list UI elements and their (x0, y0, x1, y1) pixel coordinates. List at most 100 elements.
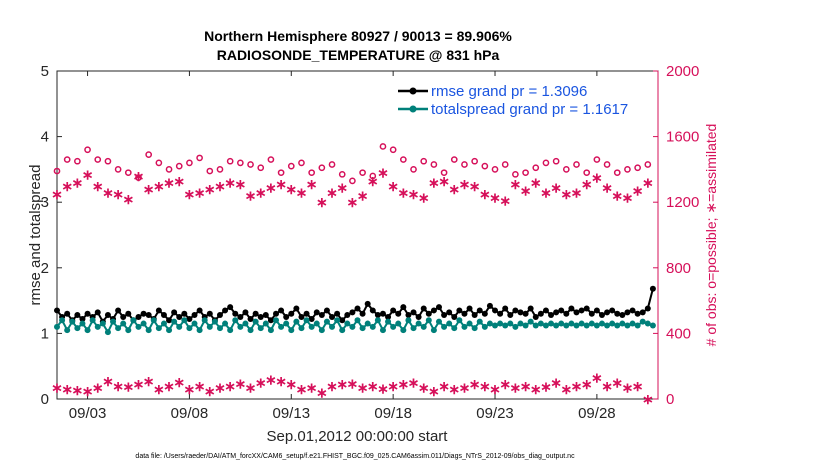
spread-point (79, 320, 86, 327)
rmse-point (278, 307, 285, 314)
spread-point (410, 325, 417, 332)
obs-possible-marker (114, 166, 122, 173)
rmse-point (94, 309, 101, 316)
rmse-point (385, 314, 392, 320)
spread-point (420, 323, 427, 330)
right-tick-label: 1200 (666, 194, 699, 211)
rmse-point (186, 315, 193, 322)
obs-possible-marker (624, 166, 631, 173)
legend-spread-marker (409, 105, 417, 113)
spread-point (573, 322, 580, 329)
rmse-point (644, 305, 651, 312)
obs-possible-marker (603, 161, 611, 168)
obs-assimilated-bottom-marker: ∗ (591, 370, 603, 386)
rmse-point (283, 314, 290, 320)
obs-assimilated-bottom-marker: ∗ (285, 376, 297, 392)
spread-point (374, 317, 381, 324)
spread-point (390, 323, 397, 330)
obs-possible-marker (287, 162, 295, 170)
obs-assimilated-bottom-marker: ∗ (530, 381, 542, 397)
x-tick-label: 09/03 (69, 405, 107, 422)
spread-point (94, 323, 101, 330)
obs-assimilated-bottom-marker: ∗ (510, 380, 522, 396)
spread-point (634, 322, 641, 329)
obs-possible-marker (94, 156, 102, 163)
obs-assimilated-bottom-marker: ∗ (245, 380, 257, 396)
obs-possible-marker (359, 169, 366, 177)
y-axis-label-right: # of obs: o=possible; ∗=assimilated (703, 124, 719, 347)
spread-point (430, 327, 437, 334)
spread-point (211, 318, 218, 325)
spread-point (624, 322, 631, 329)
obs-assimilated-marker: ∗ (397, 184, 409, 200)
spread-point (323, 318, 330, 325)
obs-assimilated-bottom-marker: ∗ (153, 381, 165, 397)
rmse-point (293, 305, 300, 312)
rmse-point (257, 314, 264, 320)
series-lines (54, 285, 656, 336)
obs-assimilated-marker: ∗ (234, 176, 246, 192)
rmse-point (390, 307, 397, 314)
spread-point (568, 320, 575, 327)
obs-assimilated-bottom-marker: ∗ (428, 383, 440, 399)
obs-assimilated-bottom-marker: ∗ (387, 378, 399, 394)
rmse-point (242, 309, 249, 316)
obs-possible-marker (440, 169, 448, 177)
rmse-point (548, 312, 555, 319)
obs-assimilated-bottom-marker: ∗ (204, 383, 216, 399)
spread-point (273, 317, 280, 324)
rmse-point (196, 307, 203, 314)
spread-point (481, 323, 488, 330)
spread-point (64, 327, 71, 334)
spread-point (160, 320, 167, 327)
obs-possible-marker (63, 156, 71, 163)
rmse-point (553, 309, 560, 316)
spread-point (604, 322, 611, 329)
spread-point (359, 325, 366, 332)
obs-assimilated-bottom-marker: ∗ (489, 381, 501, 397)
rmse-point (160, 312, 167, 319)
spread-point (201, 317, 208, 324)
spread-point (379, 327, 386, 334)
rmse-point (354, 305, 361, 312)
obs-assimilated-bottom-marker: ∗ (560, 381, 572, 397)
spread-point (492, 322, 499, 329)
spread-point (176, 323, 183, 330)
spread-point (558, 320, 565, 327)
obs-possible-marker (165, 166, 173, 173)
rmse-point (558, 307, 565, 314)
left-tick-label: 3 (41, 194, 49, 211)
spread-point (237, 323, 244, 330)
obs-possible-marker (145, 151, 153, 158)
x-axis: 09/03 09/08 09/13 09/18 09/23 09/28 (69, 71, 616, 422)
obs-assimilated-marker: ∗ (214, 178, 226, 194)
spread-point (471, 325, 478, 332)
spread-point (435, 318, 442, 325)
spread-point (120, 320, 127, 327)
obs-assimilated-marker: ∗ (153, 178, 165, 194)
rmse-point (318, 312, 325, 319)
spread-point (145, 327, 152, 334)
obs-assimilated-marker: ∗ (459, 176, 471, 192)
rmse-point (471, 312, 478, 319)
spread-point (247, 327, 254, 334)
spread-point (227, 327, 234, 334)
obs-possible-marker (573, 161, 580, 168)
rmse-point (456, 307, 463, 314)
spread-point (110, 318, 117, 325)
spread-point (298, 325, 305, 332)
obs-assimilated-bottom-marker: ∗ (520, 378, 532, 394)
obs-possible-marker (542, 159, 550, 167)
obs-possible-marker (593, 156, 601, 163)
spread-point (84, 327, 91, 334)
rmse-point (542, 307, 549, 314)
obs-assimilated-marker: ∗ (632, 183, 644, 199)
obs-possible-marker (206, 167, 214, 175)
rmse-point (252, 310, 259, 317)
spread-point (644, 320, 651, 327)
obs-assimilated-bottom-marker: ∗ (571, 378, 583, 394)
spread-point (385, 318, 392, 325)
rmse-point (364, 300, 371, 307)
spread-point (583, 322, 590, 329)
obs-assimilated-bottom-marker: ∗ (224, 378, 236, 394)
